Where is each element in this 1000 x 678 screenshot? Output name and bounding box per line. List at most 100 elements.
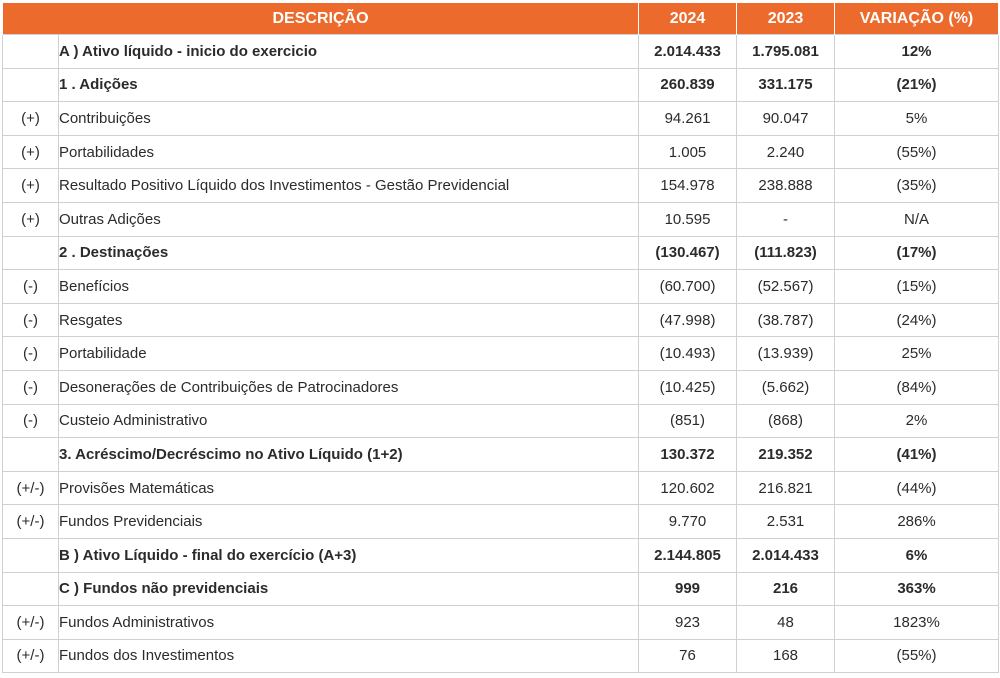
- row-sign: (-): [2, 369, 59, 405]
- row-description: Portabilidades: [57, 134, 640, 170]
- table-row: (+) Contribuições 94.261 90.047 5%: [2, 101, 1000, 136]
- row-value-2024: 1.005: [638, 134, 738, 170]
- row-description: 1 . Adições: [57, 67, 640, 103]
- table-row: (-) Portabilidade (10.493) (13.939) 25%: [2, 336, 1000, 371]
- table-row: A ) Ativo líquido - inicio do exercicio 2…: [2, 34, 1000, 69]
- table-row: (+/-) Fundos Administrativos 923 48 1823%: [2, 605, 1000, 640]
- row-sign: (+/-): [2, 638, 59, 674]
- row-variation: 5%: [834, 101, 1000, 136]
- row-value-2024: (10.493): [638, 336, 738, 371]
- row-description: Desonerações de Contribuições de Patroci…: [57, 369, 640, 405]
- table-row: (+/-) Provisões Matemáticas 120.602 216.821…: [2, 470, 1000, 506]
- row-sign: [2, 537, 59, 573]
- row-value-2024: 999: [638, 571, 738, 607]
- row-value-2024: 2.014.433: [638, 34, 738, 69]
- row-variation: 25%: [834, 336, 1000, 371]
- row-sign: (-): [2, 336, 59, 371]
- table-row: (+) Resultado Positivo Líquido dos Invest…: [2, 168, 1000, 203]
- row-description: C ) Fundos não previdenciais: [57, 571, 640, 607]
- row-value-2024: 94.261: [638, 101, 738, 136]
- table-header-row: DESCRIÇÃO 2024 2023 VARIAÇÃO (%): [1, 3, 1000, 35]
- row-value-2023: 1.795.081: [736, 34, 836, 69]
- row-value-2024: 2.144.805: [638, 537, 738, 573]
- row-description: Portabilidade: [57, 336, 640, 371]
- row-value-2024: (10.425): [638, 369, 738, 405]
- row-variation: (55%): [834, 638, 1000, 674]
- row-sign: [2, 235, 59, 271]
- row-description: Fundos dos Investimentos: [57, 638, 640, 674]
- table-body: A ) Ativo líquido - inicio do exercicio 2…: [2, 34, 1000, 674]
- row-description: Provisões Matemáticas: [57, 470, 640, 506]
- row-value-2023: 2.531: [736, 504, 836, 539]
- row-value-2024: 260.839: [638, 67, 738, 103]
- row-value-2023: (52.567): [736, 269, 836, 304]
- row-value-2023: 216: [736, 571, 836, 607]
- row-variation: 1823%: [834, 605, 1000, 640]
- row-description: Contribuições: [57, 101, 640, 136]
- row-sign: (-): [2, 403, 59, 439]
- row-description: Resgates: [57, 302, 640, 338]
- row-value-2023: 48: [736, 605, 836, 640]
- row-variation: (44%): [834, 470, 1000, 506]
- row-sign: (+/-): [2, 605, 59, 640]
- table-row: (+/-) Fundos dos Investimentos 76 168 (55%): [2, 638, 1000, 674]
- row-variation: 6%: [834, 537, 1000, 573]
- row-value-2023: (13.939): [736, 336, 836, 371]
- row-sign: [2, 571, 59, 607]
- row-sign: (+): [2, 134, 59, 170]
- table-row: 3. Acréscimo/Decréscimo no Ativo Líquido…: [2, 437, 1000, 472]
- row-value-2023: (5.662): [736, 369, 836, 405]
- row-sign: (-): [2, 302, 59, 338]
- table-row: (-) Custeio Administrativo (851) (868) 2%: [2, 403, 1000, 439]
- row-value-2023: 2.014.433: [736, 537, 836, 573]
- row-variation: 2%: [834, 403, 1000, 439]
- row-description: Resultado Positivo Líquido dos Investime…: [57, 168, 640, 203]
- row-variation: (21%): [834, 67, 1000, 103]
- header-descricao: DESCRIÇÃO: [1, 3, 640, 35]
- row-description: 2 . Destinações: [57, 235, 640, 271]
- row-sign: [2, 437, 59, 472]
- row-variation: (84%): [834, 369, 1000, 405]
- table-row: (-) Benefícios (60.700) (52.567) (15%): [2, 269, 1000, 304]
- row-sign: (-): [2, 269, 59, 304]
- row-variation: 363%: [834, 571, 1000, 607]
- row-sign: (+/-): [2, 470, 59, 506]
- table-row: (+) Portabilidades 1.005 2.240 (55%): [2, 134, 1000, 170]
- row-value-2023: -: [736, 201, 836, 237]
- row-value-2023: 331.175: [736, 67, 836, 103]
- table-row: 2 . Destinações (130.467) (111.823) (17%): [2, 235, 1000, 271]
- row-value-2023: 219.352: [736, 437, 836, 472]
- row-variation: (15%): [834, 269, 1000, 304]
- table-row: (+/-) Fundos Previdenciais 9.770 2.531 286%: [2, 504, 1000, 539]
- table-row: (-) Desonerações de Contribuições de Patr…: [2, 369, 1000, 405]
- table-row: (-) Resgates (47.998) (38.787) (24%): [2, 302, 1000, 338]
- row-description: Outras Adições: [57, 201, 640, 237]
- row-sign: [2, 67, 59, 103]
- row-value-2023: 168: [736, 638, 836, 674]
- header-2024: 2024: [638, 3, 738, 35]
- row-variation: (17%): [834, 235, 1000, 271]
- row-value-2024: 923: [638, 605, 738, 640]
- row-sign: (+): [2, 168, 59, 203]
- row-description: Benefícios: [57, 269, 640, 304]
- row-variation: 286%: [834, 504, 1000, 539]
- row-value-2024: 76: [638, 638, 738, 674]
- row-value-2023: (111.823): [736, 235, 836, 271]
- row-value-2024: (47.998): [638, 302, 738, 338]
- header-2023: 2023: [736, 3, 836, 35]
- row-sign: (+): [2, 201, 59, 237]
- row-value-2023: 90.047: [736, 101, 836, 136]
- financial-table: DESCRIÇÃO 2024 2023 VARIAÇÃO (%) A ) Ati…: [1, 3, 1000, 674]
- row-sign: (+): [2, 101, 59, 136]
- row-variation: (35%): [834, 168, 1000, 203]
- row-variation: (41%): [834, 437, 1000, 472]
- row-variation: N/A: [834, 201, 1000, 237]
- row-description: 3. Acréscimo/Decréscimo no Ativo Líquido…: [57, 437, 640, 472]
- row-value-2024: 10.595: [638, 201, 738, 237]
- row-value-2024: 9.770: [638, 504, 738, 539]
- table-row: 1 . Adições 260.839 331.175 (21%): [2, 67, 1000, 103]
- row-value-2024: 130.372: [638, 437, 738, 472]
- row-description: Fundos Administrativos: [57, 605, 640, 640]
- row-value-2024: (851): [638, 403, 738, 439]
- row-value-2024: 120.602: [638, 470, 738, 506]
